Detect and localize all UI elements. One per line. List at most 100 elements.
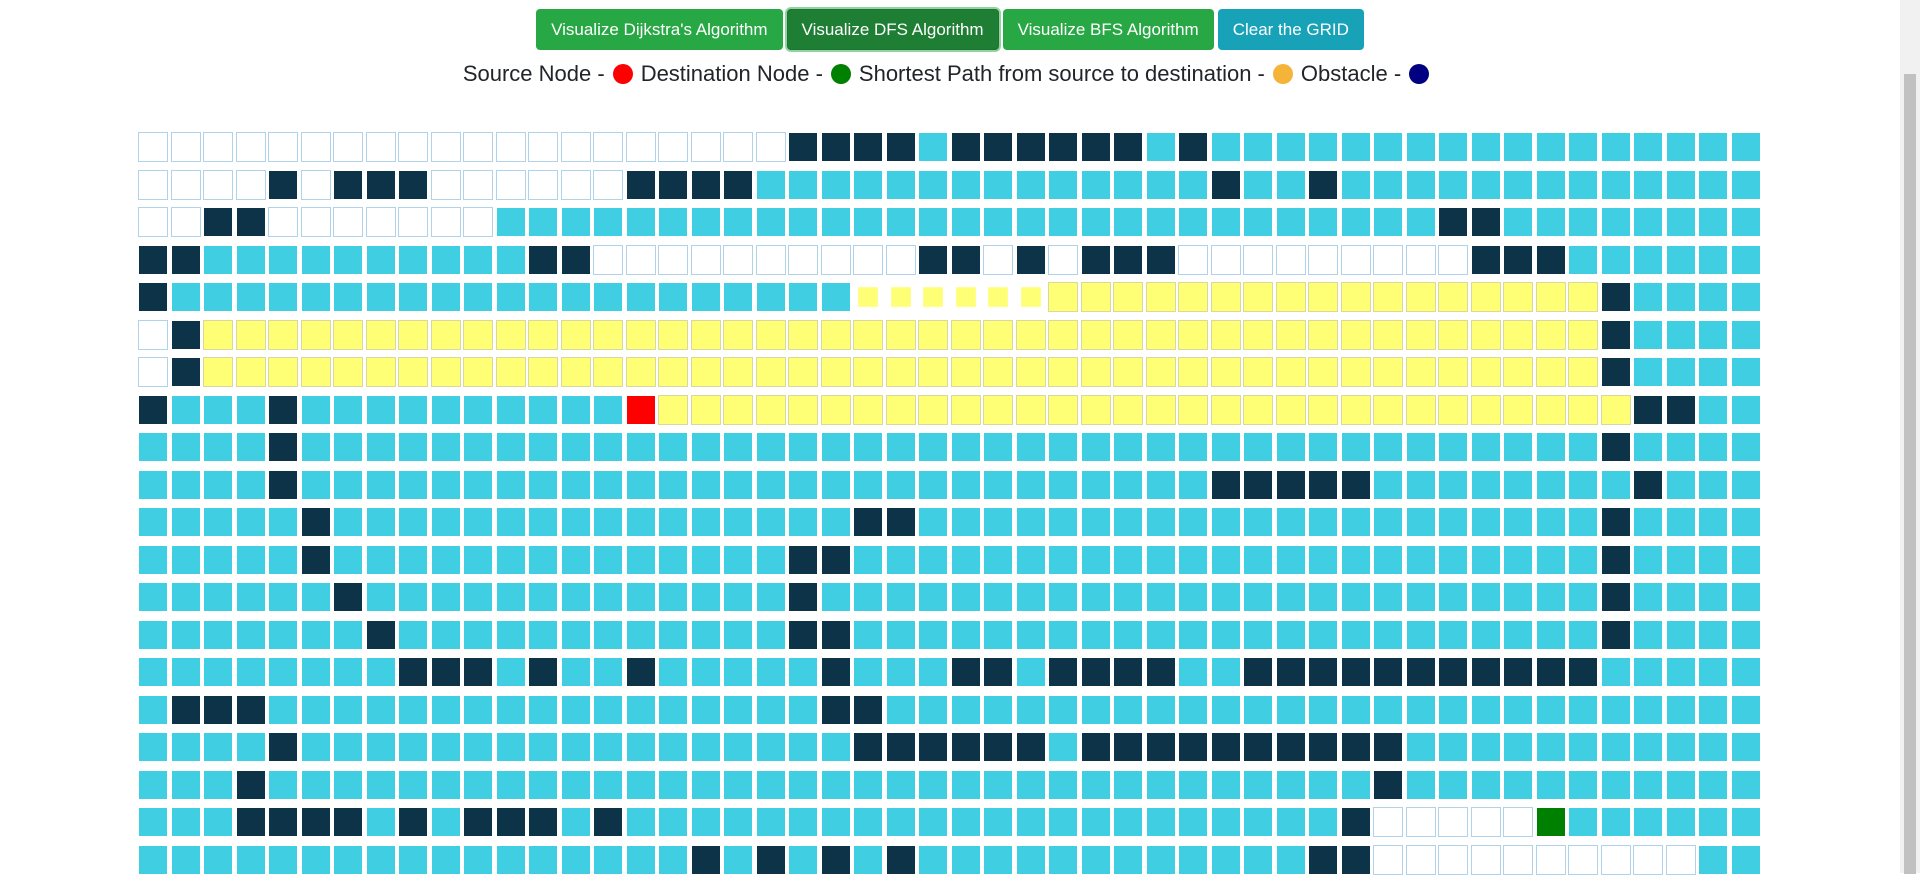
unvisited-cell[interactable] bbox=[398, 207, 428, 237]
visited-cell[interactable] bbox=[203, 657, 233, 687]
visited-cell[interactable] bbox=[755, 694, 786, 725]
visited-cell[interactable] bbox=[1210, 507, 1241, 537]
visited-cell[interactable] bbox=[300, 282, 331, 312]
visited-cell[interactable] bbox=[528, 732, 558, 762]
visited-cell[interactable] bbox=[1665, 132, 1696, 162]
visited-cell[interactable] bbox=[398, 582, 428, 612]
visited-cell[interactable] bbox=[1665, 469, 1696, 500]
visited-cell[interactable] bbox=[1600, 732, 1631, 762]
unvisited-cell[interactable] bbox=[463, 169, 493, 200]
visited-cell[interactable] bbox=[1503, 544, 1533, 575]
unvisited-cell[interactable] bbox=[1470, 844, 1501, 875]
path-cell[interactable] bbox=[1438, 394, 1468, 425]
visited-cell[interactable] bbox=[300, 694, 331, 725]
visited-cell[interactable] bbox=[690, 582, 721, 612]
visited-cell[interactable] bbox=[755, 207, 786, 237]
wall-cell[interactable] bbox=[170, 694, 201, 725]
path-cell[interactable] bbox=[1405, 282, 1436, 312]
path-cell[interactable] bbox=[1568, 319, 1598, 350]
visited-cell[interactable] bbox=[300, 619, 331, 650]
wall-cell[interactable] bbox=[950, 657, 981, 687]
visited-cell[interactable] bbox=[788, 507, 818, 537]
path-cell[interactable] bbox=[1145, 357, 1176, 387]
scrollbar-thumb[interactable] bbox=[1904, 74, 1916, 874]
wall-cell[interactable] bbox=[1113, 244, 1143, 275]
visited-cell[interactable] bbox=[1113, 207, 1143, 237]
visited-cell[interactable] bbox=[170, 469, 201, 500]
wall-cell[interactable] bbox=[1340, 657, 1371, 687]
visited-cell[interactable] bbox=[1015, 432, 1046, 462]
visited-cell[interactable] bbox=[593, 694, 623, 725]
visited-cell[interactable] bbox=[950, 507, 981, 537]
wall-cell[interactable] bbox=[235, 694, 266, 725]
visited-cell[interactable] bbox=[1048, 432, 1078, 462]
visited-cell[interactable] bbox=[1178, 207, 1208, 237]
path-cell[interactable] bbox=[922, 286, 944, 308]
path-cell[interactable] bbox=[853, 319, 883, 350]
wall-cell[interactable] bbox=[1470, 244, 1501, 275]
visited-cell[interactable] bbox=[1080, 544, 1111, 575]
visited-cell[interactable] bbox=[950, 807, 981, 837]
visited-cell[interactable] bbox=[983, 807, 1013, 837]
wall-cell[interactable] bbox=[1535, 657, 1566, 687]
visited-cell[interactable] bbox=[560, 844, 591, 875]
wall-cell[interactable] bbox=[1308, 732, 1338, 762]
path-cell[interactable] bbox=[300, 357, 331, 387]
visited-cell[interactable] bbox=[1048, 207, 1078, 237]
visited-cell[interactable] bbox=[1698, 582, 1728, 612]
unvisited-cell[interactable] bbox=[333, 207, 363, 237]
visited-cell[interactable] bbox=[918, 469, 948, 500]
path-cell[interactable] bbox=[1373, 282, 1403, 312]
visited-cell[interactable] bbox=[1145, 207, 1176, 237]
visited-cell[interactable] bbox=[788, 207, 818, 237]
path-cell[interactable] bbox=[1015, 394, 1046, 425]
visited-cell[interactable] bbox=[1113, 582, 1143, 612]
visited-cell[interactable] bbox=[333, 844, 363, 875]
path-cell[interactable] bbox=[1535, 357, 1566, 387]
visited-cell[interactable] bbox=[1178, 694, 1208, 725]
path-cell[interactable] bbox=[1243, 319, 1273, 350]
wall-cell[interactable] bbox=[1015, 244, 1046, 275]
path-cell[interactable] bbox=[1080, 319, 1111, 350]
visited-cell[interactable] bbox=[1405, 732, 1436, 762]
visited-cell[interactable] bbox=[1210, 582, 1241, 612]
visited-cell[interactable] bbox=[1243, 769, 1273, 800]
path-cell[interactable] bbox=[365, 319, 396, 350]
visited-cell[interactable] bbox=[300, 432, 331, 462]
visited-cell[interactable] bbox=[1015, 807, 1046, 837]
path-cell[interactable] bbox=[1535, 319, 1566, 350]
path-cell[interactable] bbox=[495, 357, 526, 387]
visited-cell[interactable] bbox=[1470, 169, 1501, 200]
visited-cell[interactable] bbox=[365, 282, 396, 312]
wall-cell[interactable] bbox=[918, 732, 948, 762]
visited-cell[interactable] bbox=[1210, 844, 1241, 875]
path-cell[interactable] bbox=[1243, 357, 1273, 387]
wall-cell[interactable] bbox=[723, 169, 753, 200]
visited-cell[interactable] bbox=[885, 169, 916, 200]
visited-cell[interactable] bbox=[1308, 694, 1338, 725]
visited-cell[interactable] bbox=[463, 244, 493, 275]
visited-cell[interactable] bbox=[1698, 244, 1728, 275]
visited-cell[interactable] bbox=[268, 244, 298, 275]
wall-cell[interactable] bbox=[430, 657, 461, 687]
visited-cell[interactable] bbox=[1568, 544, 1598, 575]
visited-cell[interactable] bbox=[625, 469, 656, 500]
visited-cell[interactable] bbox=[560, 657, 591, 687]
visited-cell[interactable] bbox=[333, 769, 363, 800]
visited-cell[interactable] bbox=[430, 244, 461, 275]
visited-cell[interactable] bbox=[820, 769, 851, 800]
wall-cell[interactable] bbox=[1340, 469, 1371, 500]
path-cell[interactable] bbox=[983, 394, 1013, 425]
visited-cell[interactable] bbox=[203, 282, 233, 312]
visited-cell[interactable] bbox=[300, 769, 331, 800]
visited-cell[interactable] bbox=[1503, 207, 1533, 237]
unvisited-cell[interactable] bbox=[300, 169, 331, 200]
visited-cell[interactable] bbox=[1178, 169, 1208, 200]
visited-cell[interactable] bbox=[950, 432, 981, 462]
visited-cell[interactable] bbox=[1470, 769, 1501, 800]
path-cell[interactable] bbox=[788, 394, 818, 425]
visited-cell[interactable] bbox=[788, 657, 818, 687]
visited-cell[interactable] bbox=[1730, 732, 1761, 762]
visited-cell[interactable] bbox=[1048, 507, 1078, 537]
visited-cell[interactable] bbox=[885, 432, 916, 462]
